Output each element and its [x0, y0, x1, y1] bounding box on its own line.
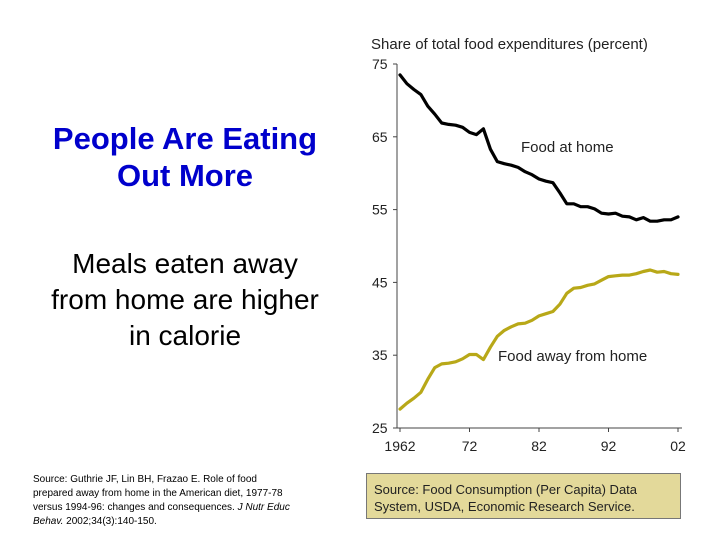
- slide-title-line: Out More: [116, 158, 254, 193]
- y-tick-label: 45: [372, 274, 388, 290]
- x-tick-label: 72: [462, 438, 478, 454]
- citation-journal: J Nutr Educ: [237, 502, 290, 513]
- x-tick-label: 92: [601, 438, 617, 454]
- source-box-line: System, USDA, Economic Research Service.: [374, 499, 635, 514]
- slide-subtitle-line: in calorie: [128, 320, 242, 351]
- citation-line: prepared away from home in the American …: [33, 488, 283, 499]
- citation-line: Behav. 2002;34(3):140-150.: [33, 515, 351, 529]
- series-line-food-at-home: [398, 73, 680, 223]
- x-tick-label: 1962: [384, 438, 415, 454]
- y-tick-label: 75: [372, 56, 388, 72]
- slide-subtitle-line: Meals eaten away: [72, 248, 298, 279]
- slide-title: People Are Eating Out More: [20, 120, 350, 194]
- x-tick-label: 02: [670, 438, 686, 454]
- series-line-food-away-from-home: [398, 268, 680, 411]
- chart-series: [398, 73, 680, 411]
- y-tick-label: 25: [372, 420, 388, 436]
- citation-line: Source: Guthrie JF, Lin BH, Frazao E. Ro…: [33, 474, 257, 485]
- series-label-food-at-home: Food at home: [521, 139, 614, 156]
- citation-journal: Behav.: [33, 516, 64, 527]
- source-box: Source: Food Consumption (Per Capita) Da…: [366, 473, 681, 519]
- citation-text: 2002;34(3):140-150.: [63, 516, 157, 527]
- y-tick-label: 65: [372, 129, 388, 145]
- y-tick-label: 55: [372, 202, 388, 218]
- y-tick-label: 35: [372, 347, 388, 363]
- citation-line: versus 1994-96: changes and consequences…: [33, 501, 351, 515]
- slide-title-line: People Are Eating: [52, 121, 318, 156]
- slide-subtitle: Meals eaten away from home are higher in…: [20, 246, 350, 354]
- chart-axes: 25 35 45 55 65 75 1962 72 82 92 02: [372, 56, 686, 454]
- series-label-food-away-from-home: Food away from home: [498, 348, 647, 365]
- chart-title: Share of total food expenditures (percen…: [371, 36, 648, 53]
- citation-text: versus 1994-96: changes and consequences…: [33, 502, 235, 513]
- source-box-line: Source: Food Consumption (Per Capita) Da…: [374, 482, 638, 497]
- citation: Source: Guthrie JF, Lin BH, Frazao E. Ro…: [33, 473, 351, 529]
- slide-subtitle-line: from home are higher: [51, 284, 319, 315]
- x-tick-label: 82: [531, 438, 547, 454]
